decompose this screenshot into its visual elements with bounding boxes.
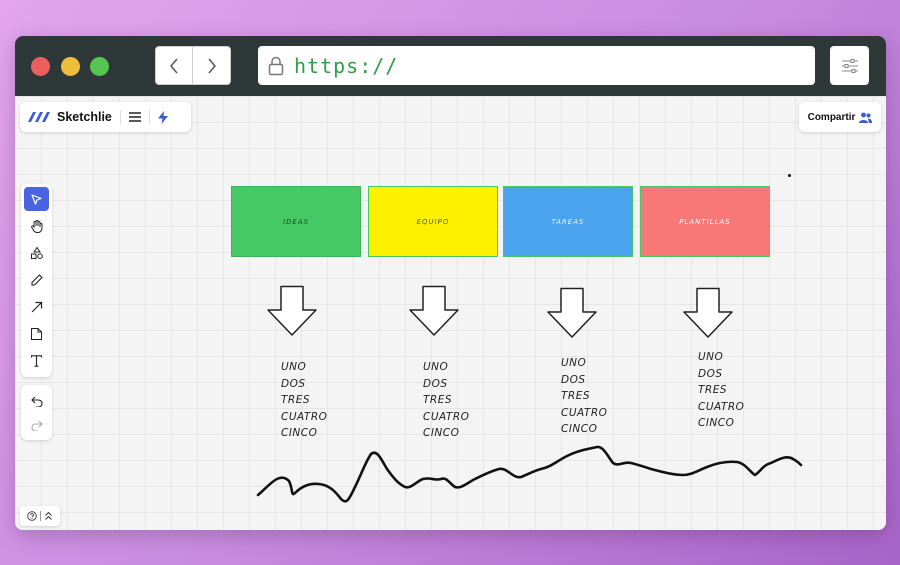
- list-item: CINCO: [281, 427, 318, 439]
- down-arrow-shape[interactable]: [408, 285, 460, 337]
- address-bar[interactable]: https://: [258, 46, 815, 85]
- shapes-tool[interactable]: [24, 241, 49, 265]
- list-item: UNO: [423, 361, 449, 373]
- list-item: CUATRO: [561, 406, 608, 419]
- chevron-up-icon[interactable]: [44, 511, 53, 521]
- history-controls: [21, 385, 52, 440]
- down-arrow-shape[interactable]: [546, 287, 598, 339]
- browser-settings-button[interactable]: [830, 46, 869, 85]
- list-item: CUATRO: [281, 410, 328, 423]
- arrow-icon: [31, 301, 42, 313]
- forward-button[interactable]: [193, 46, 231, 85]
- card-label: PLANTILLAS: [679, 217, 731, 226]
- list-item: TRES: [561, 390, 591, 402]
- list-item: DOS: [423, 377, 448, 390]
- share-label: Compartir: [807, 111, 856, 123]
- list-item: CUATRO: [698, 400, 745, 413]
- lock-icon: [268, 56, 284, 75]
- whiteboard-canvas[interactable]: Sketchlie Compartir: [15, 96, 886, 530]
- redo-icon: [30, 420, 43, 431]
- freehand-drawing[interactable]: [251, 441, 803, 507]
- text-list[interactable]: UNO DOS TRES CUATRO CINCO: [281, 359, 327, 442]
- url-text: https://: [294, 53, 399, 78]
- down-arrow-shape[interactable]: [682, 287, 734, 339]
- card-label: IDEAS: [282, 217, 310, 226]
- undo-button[interactable]: [24, 389, 49, 413]
- app-name: Sketchlie: [57, 110, 112, 124]
- text-list[interactable]: UNO DOS TRES CUATRO CINCO: [698, 349, 744, 432]
- down-arrow-shape[interactable]: [266, 285, 318, 337]
- list-item: CINCO: [561, 423, 598, 435]
- sketchlie-logo-icon: [28, 112, 50, 122]
- hand-tool[interactable]: [24, 214, 49, 238]
- list-item: TRES: [423, 394, 453, 406]
- sticky-note-tool[interactable]: [24, 322, 49, 346]
- card-label: EQUIPO: [416, 217, 450, 226]
- pencil-icon: [30, 274, 43, 286]
- list-item: UNO: [561, 357, 587, 369]
- list-item: DOS: [561, 373, 586, 386]
- list-item: DOS: [698, 367, 723, 380]
- redo-button[interactable]: [24, 413, 49, 437]
- card-ideas[interactable]: IDEAS: [231, 186, 361, 257]
- help-bar: [20, 506, 60, 526]
- list-item: CINCO: [423, 427, 460, 439]
- text-tool[interactable]: [24, 349, 49, 373]
- browser-window: https:// Sketchlie Compartir: [15, 36, 886, 530]
- select-tool[interactable]: [24, 187, 49, 211]
- list-item: DOS: [281, 377, 306, 390]
- browser-chrome: https://: [15, 36, 886, 96]
- help-icon[interactable]: [27, 511, 37, 521]
- sliders-icon: [841, 58, 858, 73]
- maximize-window-button[interactable]: [90, 57, 109, 76]
- chevron-right-icon: [207, 58, 216, 73]
- select-icon: [31, 193, 42, 205]
- close-window-button[interactable]: [31, 57, 50, 76]
- list-item: UNO: [698, 351, 724, 363]
- card-equipo[interactable]: EQUIPO: [368, 186, 498, 257]
- stray-ink-dot: [788, 174, 791, 177]
- text-icon: [31, 355, 42, 367]
- back-button[interactable]: [155, 46, 193, 85]
- divider: [40, 511, 41, 521]
- share-button[interactable]: Compartir: [799, 102, 881, 132]
- list-item: TRES: [281, 394, 311, 406]
- undo-icon: [30, 396, 43, 407]
- arrow-tool[interactable]: [24, 295, 49, 319]
- lightning-icon[interactable]: [157, 110, 168, 124]
- card-tareas[interactable]: TAREAS: [503, 186, 633, 257]
- card-plantillas[interactable]: PLANTILLAS: [640, 186, 770, 257]
- hand-icon: [30, 219, 42, 233]
- app-header: Sketchlie: [20, 102, 191, 132]
- list-item: TRES: [698, 384, 728, 396]
- card-label: TAREAS: [551, 217, 585, 226]
- list-item: CUATRO: [423, 410, 470, 423]
- sticky-note-icon: [31, 328, 42, 340]
- minimize-window-button[interactable]: [61, 57, 80, 76]
- menu-icon[interactable]: [128, 112, 141, 122]
- text-list[interactable]: UNO DOS TRES CUATRO CINCO: [423, 359, 469, 442]
- shapes-icon: [30, 247, 43, 259]
- users-icon: [859, 112, 873, 123]
- chevron-left-icon: [170, 58, 178, 73]
- divider: [119, 110, 121, 124]
- list-item: UNO: [281, 361, 307, 373]
- list-item: CINCO: [698, 417, 735, 429]
- divider: [148, 110, 150, 124]
- text-list[interactable]: UNO DOS TRES CUATRO CINCO: [561, 355, 607, 438]
- pencil-tool[interactable]: [24, 268, 49, 292]
- tool-palette: [21, 184, 52, 377]
